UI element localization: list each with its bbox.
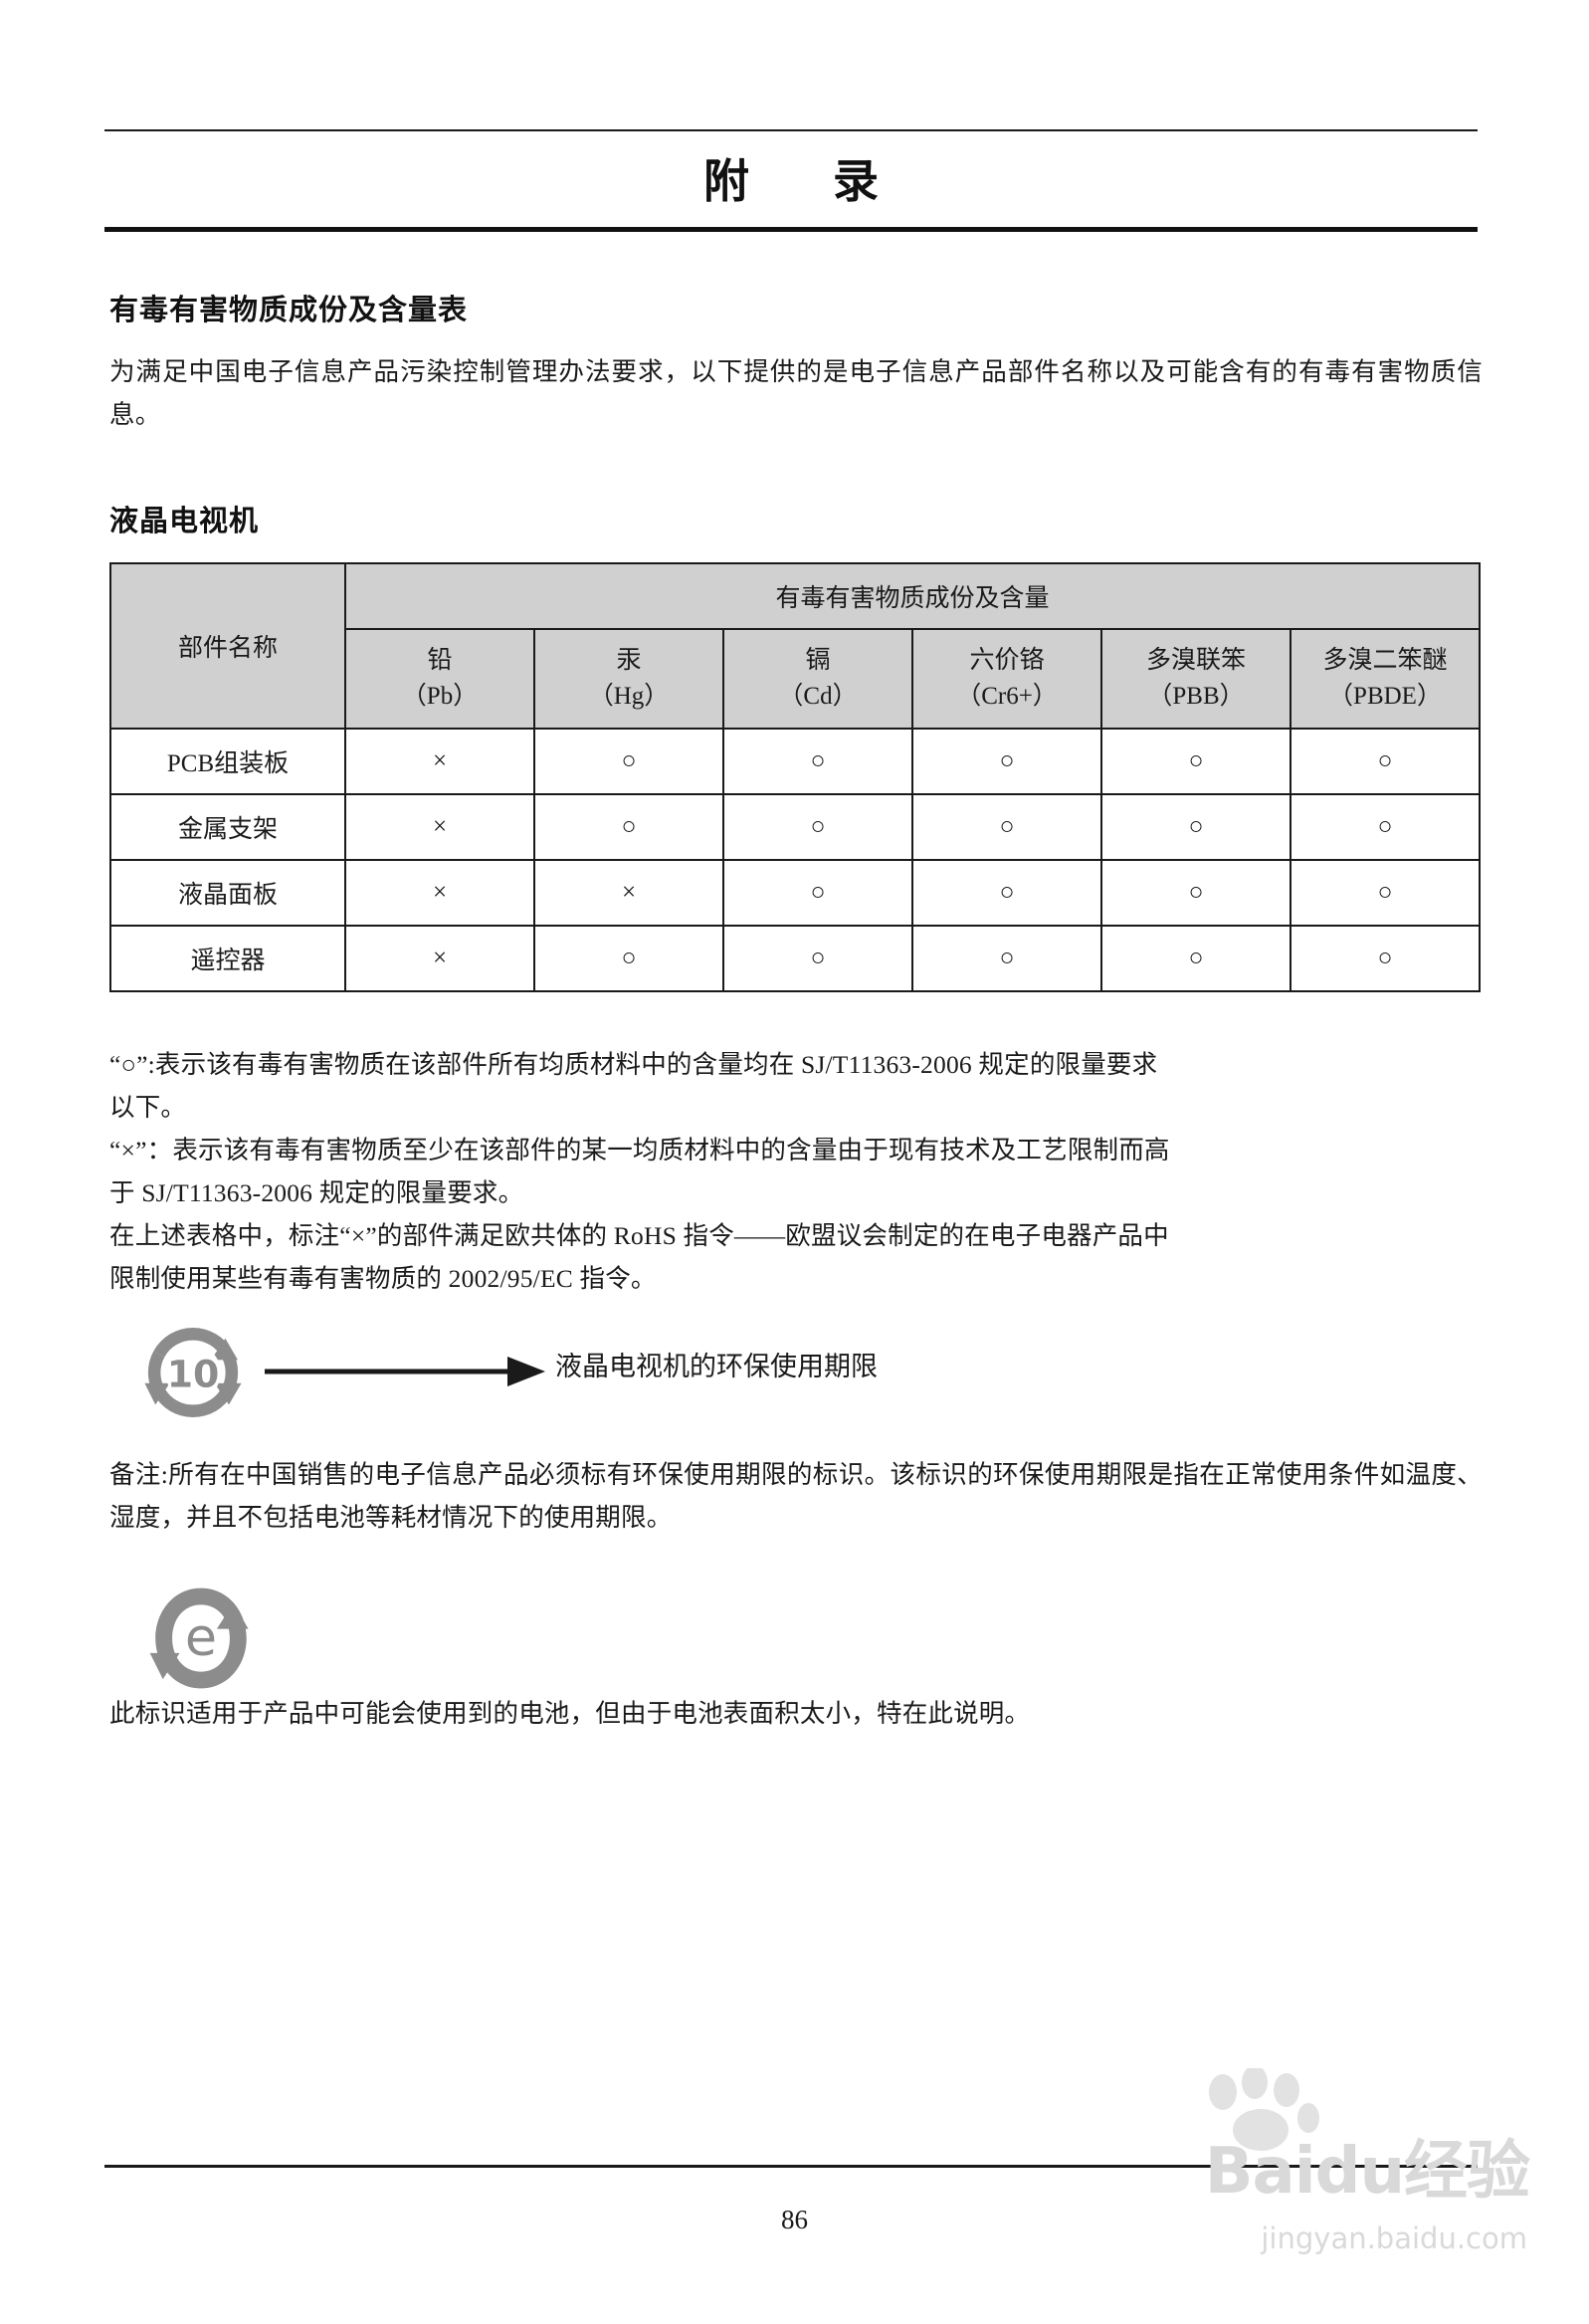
page-header: 附 录 — [104, 129, 1478, 232]
epup-remark-paragraph: 备注:所有在中国销售的电子信息产品必须标有环保使用期限的标识。该标识的环保使用期… — [109, 1460, 1483, 1532]
table-head-row-2: 铅 （Pb） 汞 （Hg） 镉 （Cd） 六价铬 （Cr6+） — [110, 628, 1481, 730]
table-row: 金属支架 × ○ ○ ○ ○ ○ — [109, 793, 1481, 861]
table-header-col-cd: 镉 （Cd） — [722, 628, 913, 730]
table-header-col-hg: 汞 （Hg） — [533, 628, 724, 730]
legend-line-1: “○”:表示该有毒有害物质在该部件所有均质材料中的含量均在 SJ/T11363-… — [109, 1050, 1158, 1079]
cell-pbb: ○ — [1100, 728, 1291, 795]
cell-hg: ○ — [533, 728, 724, 795]
intro-paragraph: 为满足中国电子信息产品污染控制管理办法要求，以下提供的是电子信息产品部件名称以及… — [109, 357, 1483, 429]
cell-cd: ○ — [722, 859, 913, 927]
table-header-col-pbde: 多溴二笨醚 （PBDE） — [1290, 628, 1481, 730]
section-title-hazardous-substances: 有毒有害物质成份及含量表 — [109, 293, 469, 326]
cell-cr6: ○ — [911, 793, 1102, 861]
legend-line-3: “×”：表示该有毒有害物质至少在该部件的某一均质材料中的含量由于现有技术及工艺限… — [109, 1136, 1170, 1164]
table-header-col-pbb: 多溴联笨 （PBB） — [1100, 628, 1291, 730]
header-sym-pbb: （PBB） — [1147, 683, 1245, 710]
cell-pbde: ○ — [1290, 728, 1481, 795]
epup-year-value: 10 — [167, 1352, 220, 1395]
header-sym-pbde: （PBDE） — [1328, 683, 1442, 710]
epup-mark-row: 10 液晶电视机的环保使用期限 — [139, 1319, 1134, 1428]
cell-cr6: ○ — [911, 859, 1102, 927]
battery-remark-paragraph: 此标识适用于产品中可能会使用到的电池，但由于电池表面积太小，特在此说明。 — [109, 1699, 1031, 1728]
cell-pbde: ○ — [1290, 793, 1481, 861]
header-cn-cd: 镉 — [805, 647, 831, 674]
header-sym-cr6: （Cr6+） — [956, 683, 1058, 710]
row-part-name: 液晶面板 — [109, 859, 346, 927]
cell-hg: ○ — [533, 925, 724, 992]
cell-pb: × — [344, 925, 535, 992]
legend-line-2: 以下。 — [109, 1093, 187, 1122]
cell-pb: × — [344, 728, 535, 795]
table-row: 液晶面板 × × ○ ○ ○ ○ — [109, 859, 1481, 927]
cell-cr6: ○ — [911, 925, 1102, 992]
battery-recycle-e-icon: e — [149, 1587, 249, 1689]
rohs-table: 部件名称 有毒有害物质成份及含量 铅 （Pb） 汞 （Hg） 镉 （Cd） — [109, 562, 1481, 992]
header-sym-cd: （Cd） — [778, 683, 858, 710]
row-part-name: 金属支架 — [109, 793, 346, 861]
table-body: PCB组装板 × ○ ○ ○ ○ ○ 金属支架 × ○ ○ ○ ○ ○ — [109, 728, 1481, 992]
footer-rule — [104, 2165, 1478, 2168]
cell-pbb: ○ — [1100, 793, 1291, 861]
table-header-col-cr6: 六价铬 （Cr6+） — [911, 628, 1102, 730]
row-part-name: 遥控器 — [109, 925, 346, 992]
header-cn-cr6: 六价铬 — [969, 647, 1045, 674]
appendix-title: 附 录 — [702, 154, 912, 208]
cell-pbde: ○ — [1290, 925, 1481, 992]
watermark: Baidu经验 jingyan.baidu.com — [1131, 2068, 1530, 2269]
arrow-pointer-icon — [265, 1357, 545, 1386]
page-number: 86 — [781, 2205, 808, 2234]
row-part-name: PCB组装板 — [109, 728, 346, 795]
cell-pbb: ○ — [1100, 859, 1291, 927]
epup-10-year-recycle-icon: 10 — [144, 1327, 242, 1418]
cell-hg: ○ — [533, 793, 724, 861]
cell-hg: × — [533, 859, 724, 927]
cell-cd: ○ — [722, 925, 913, 992]
section-title-lcd-tv: 液晶电视机 — [109, 504, 260, 537]
paw-print-icon — [1209, 2068, 1319, 2151]
table-header-col-pb: 铅 （Pb） — [344, 628, 535, 730]
legend-line-4: 于 SJ/T11363-2006 规定的限量要求。 — [109, 1178, 524, 1207]
table-row: 遥控器 × ○ ○ ○ ○ ○ — [109, 925, 1481, 992]
header-cn-pbb: 多溴联笨 — [1145, 647, 1246, 674]
table-row: PCB组装板 × ○ ○ ○ ○ ○ — [109, 728, 1481, 795]
cell-cd: ○ — [722, 793, 913, 861]
battery-mark-value: e — [185, 1607, 217, 1668]
header-rule-top — [104, 129, 1478, 131]
legend-line-5: 在上述表格中，标注“×”的部件满足欧共体的 RoHS 指令——欧盟议会制定的在电… — [109, 1221, 1169, 1250]
header-rule-bottom — [104, 227, 1478, 232]
cell-pb: × — [344, 859, 535, 927]
header-cn-pb: 铅 — [427, 647, 453, 674]
cell-pb: × — [344, 793, 535, 861]
cell-pbb: ○ — [1100, 925, 1291, 992]
table-head: 部件名称 有毒有害物质成份及含量 铅 （Pb） 汞 （Hg） 镉 （Cd） — [109, 562, 1481, 730]
header-cn-hg: 汞 — [616, 647, 642, 674]
table-header-part-name: 部件名称 — [109, 562, 346, 730]
table-header-group: 有毒有害物质成份及含量 — [344, 562, 1481, 630]
header-sym-hg: （Hg） — [588, 683, 670, 710]
cell-pbde: ○ — [1290, 859, 1481, 927]
rohs-table-wrapper: 部件名称 有毒有害物质成份及含量 铅 （Pb） 汞 （Hg） 镉 （Cd） — [109, 562, 1481, 992]
header-sym-pb: （Pb） — [401, 683, 479, 710]
cell-cr6: ○ — [911, 728, 1102, 795]
table-head-row-1: 部件名称 有毒有害物质成份及含量 — [109, 562, 1481, 730]
cell-cd: ○ — [722, 728, 913, 795]
legend-line-6: 限制使用某些有毒有害物质的 2002/95/EC 指令。 — [109, 1264, 657, 1293]
header-cn-pbde: 多溴二笨醚 — [1322, 647, 1448, 674]
table-legend-notes: “○”:表示该有毒有害物质在该部件所有均质材料中的含量均在 SJ/T11363-… — [109, 1043, 1483, 1300]
epup-caption: 液晶电视机的环保使用期限 — [555, 1352, 878, 1381]
